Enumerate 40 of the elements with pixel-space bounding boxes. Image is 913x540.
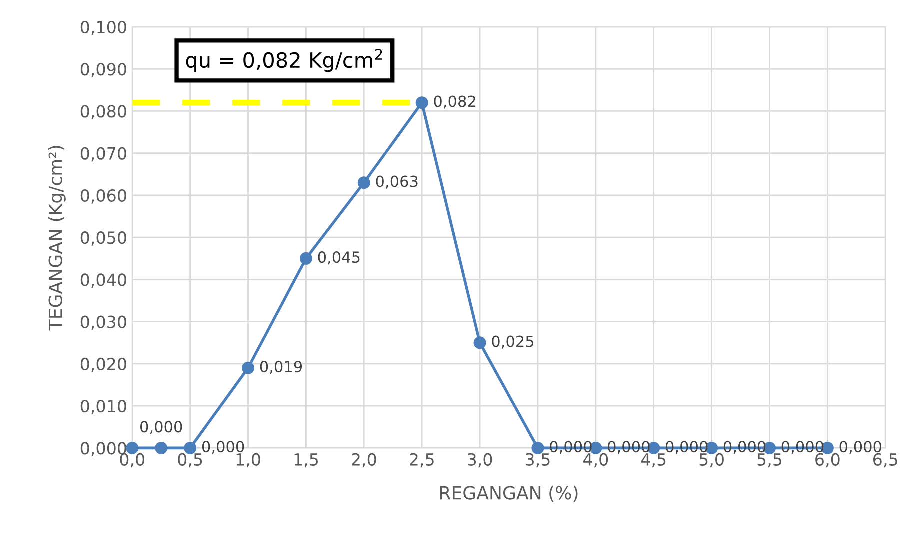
x-tick-label: 2,5 <box>410 453 434 468</box>
x-axis-title: REGANGAN (%) <box>440 486 578 502</box>
data-label: 0,025 <box>492 336 534 349</box>
point <box>155 442 168 454</box>
point <box>416 96 428 110</box>
data-label: 0,019 <box>260 361 302 374</box>
data-label: 0,000 <box>840 441 882 454</box>
x-tick-label: 0,5 <box>178 453 202 468</box>
y-tick-label: 0,070 <box>80 147 126 162</box>
x-tick-label: 6,5 <box>874 453 898 468</box>
annotation: qu = 0,082 Kg/cm$^{2}$ <box>186 49 382 72</box>
x-tick-label: 3,0 <box>468 453 492 468</box>
x-tick-label: 2,0 <box>352 453 376 468</box>
y-axis-title: TEGANGAN (Kg/cm²) <box>48 146 66 331</box>
point <box>358 176 370 190</box>
y-tick-label: 0,080 <box>80 105 126 120</box>
data-label: 0,000 <box>140 421 182 434</box>
point <box>474 336 486 350</box>
y-tick-label: 0,060 <box>80 189 126 204</box>
y-tick-label: 0,090 <box>80 63 126 78</box>
x-tick-label: 4,0 <box>583 453 608 468</box>
x-tick-label: 1,0 <box>236 453 260 468</box>
x-tick-label: 5,0 <box>700 453 724 468</box>
data-label: 0,000 <box>202 441 244 454</box>
y-tick-label: 0,050 <box>80 232 126 246</box>
x-tick-label: 6,0 <box>816 453 840 468</box>
x-tick-label: 4,5 <box>641 454 666 468</box>
data-label: 0,082 <box>434 96 476 109</box>
y-tick-label: 0,100 <box>80 20 126 36</box>
point <box>300 252 312 265</box>
point <box>242 362 255 374</box>
data-label: 0,063 <box>376 176 418 189</box>
x-tick-label: 5,5 <box>758 454 782 468</box>
x-tick-label: 1,5 <box>294 454 318 468</box>
y-tick-label: 0,020 <box>80 358 126 372</box>
data-label: 0,045 <box>318 252 360 265</box>
y-tick-label: 0,010 <box>80 400 126 414</box>
x-tick-label: 3,5 <box>526 453 550 468</box>
y-tick-label: 0,040 <box>80 274 126 288</box>
y-tick-label: 0,030 <box>80 316 126 330</box>
